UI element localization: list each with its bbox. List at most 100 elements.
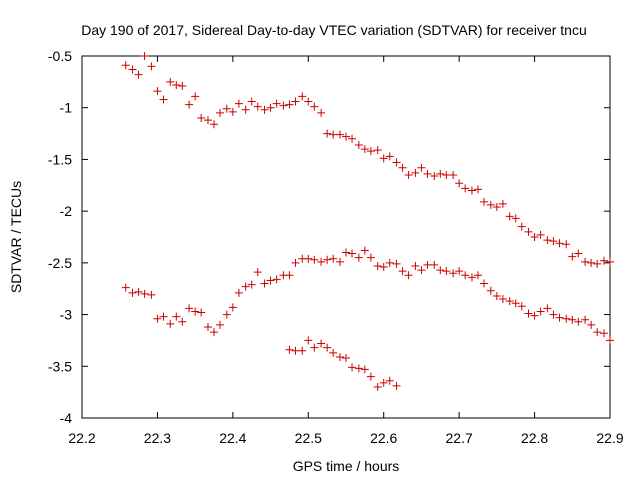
data-point-track-lower: [304, 336, 313, 345]
data-point-track-middle: [411, 261, 420, 270]
data-point-track-lower: [366, 372, 375, 381]
data-point-track-upper: [121, 61, 130, 70]
data-point-track-middle: [398, 267, 407, 276]
data-point-track-middle: [266, 276, 275, 285]
data-point-track-lower: [285, 345, 294, 354]
data-point-track-middle: [178, 317, 187, 326]
data-point-track-middle: [348, 249, 357, 258]
data-point-track-upper: [298, 92, 307, 101]
data-point-track-upper: [480, 197, 489, 206]
y-axis-label: SDTVAR / TECUs: [8, 181, 24, 293]
data-point-track-middle: [272, 275, 281, 284]
data-point-track-lower: [323, 343, 332, 352]
data-point-track-middle: [247, 280, 256, 289]
data-point-track-middle: [140, 289, 149, 298]
data-point-track-middle: [128, 288, 137, 297]
data-point-track-lower: [317, 339, 326, 348]
data-point-track-upper: [581, 257, 590, 266]
data-points: [121, 52, 614, 391]
data-point-track-upper: [423, 169, 432, 178]
data-point-track-lower: [310, 343, 319, 352]
data-point-track-middle: [366, 253, 375, 262]
data-point-track-upper: [486, 200, 495, 209]
data-point-track-middle: [379, 262, 388, 271]
data-point-track-middle: [530, 311, 539, 320]
data-point-track-middle: [354, 253, 363, 262]
data-point-track-middle: [329, 254, 338, 263]
data-point-track-middle: [134, 287, 143, 296]
data-point-track-upper: [185, 100, 194, 109]
data-point-track-middle: [449, 269, 458, 278]
data-point-track-middle: [360, 246, 369, 255]
data-point-track-upper: [505, 212, 514, 221]
data-point-track-middle: [599, 329, 608, 338]
y-tick-label: -1: [60, 100, 73, 116]
data-point-track-upper: [266, 103, 275, 112]
data-point-track-middle: [587, 320, 596, 329]
data-point-track-middle: [317, 257, 326, 266]
data-point-track-middle: [581, 315, 590, 324]
data-point-track-upper: [392, 158, 401, 167]
data-point-track-middle: [511, 299, 520, 308]
data-point-track-upper: [247, 97, 256, 106]
data-point-track-middle: [291, 258, 300, 267]
data-point-track-middle: [323, 255, 332, 264]
data-point-track-upper: [272, 99, 281, 108]
data-point-track-middle: [593, 328, 602, 337]
data-point-track-upper: [562, 240, 571, 249]
data-point-track-upper: [304, 97, 313, 106]
data-point-track-middle: [474, 271, 482, 280]
data-point-track-upper: [467, 186, 476, 195]
data-point-track-middle: [172, 312, 181, 321]
data-point-track-middle: [210, 328, 218, 337]
data-point-track-upper: [191, 92, 200, 101]
data-point-track-upper: [536, 230, 545, 239]
data-point-track-upper: [498, 199, 507, 208]
data-point-track-middle: [216, 320, 225, 329]
data-point-track-upper: [285, 100, 294, 109]
data-point-track-middle: [467, 273, 476, 282]
data-point-track-middle: [436, 266, 445, 275]
data-point-track-upper: [197, 114, 206, 123]
data-point-track-middle: [191, 307, 200, 316]
data-point-track-upper: [210, 120, 218, 129]
data-point-track-middle: [335, 257, 344, 266]
data-point-track-upper: [449, 170, 458, 179]
data-point-track-lower: [392, 381, 401, 390]
data-point-track-middle: [342, 248, 350, 257]
data-point-track-upper: [335, 130, 344, 139]
data-point-track-upper: [366, 147, 375, 156]
data-point-track-middle: [549, 310, 558, 319]
data-point-track-middle: [480, 279, 489, 288]
data-point-track-middle: [385, 258, 394, 267]
data-point-track-lower: [360, 365, 369, 374]
data-point-track-upper: [166, 77, 175, 86]
data-point-track-middle: [430, 260, 439, 269]
data-point-track-upper: [203, 116, 212, 125]
data-point-track-middle: [536, 307, 545, 316]
data-point-track-upper: [543, 236, 552, 245]
data-point-track-lower: [354, 364, 363, 373]
data-point-track-upper: [360, 145, 369, 154]
data-point-track-upper: [461, 184, 470, 193]
data-point-track-middle: [253, 268, 262, 277]
data-point-track-middle: [517, 302, 526, 311]
data-point-track-upper: [511, 214, 520, 223]
data-point-track-upper: [354, 140, 363, 149]
data-point-track-middle: [524, 309, 533, 318]
data-point-track-lower: [348, 363, 357, 372]
data-point-track-upper: [317, 108, 326, 117]
data-point-track-middle: [153, 314, 162, 323]
data-point-track-upper: [260, 105, 269, 114]
x-tick-label: 22.5: [295, 430, 322, 446]
data-point-track-middle: [417, 266, 426, 275]
y-tick-label: -4: [60, 410, 73, 426]
data-point-track-middle: [260, 279, 269, 288]
chart-title: Day 190 of 2017, Sidereal Day-to-day VTE…: [81, 22, 587, 38]
data-point-track-middle: [423, 260, 432, 269]
data-point-track-middle: [241, 282, 250, 291]
data-point-track-upper: [574, 249, 583, 258]
data-point-track-upper: [222, 104, 231, 113]
data-point-track-upper: [128, 65, 137, 74]
